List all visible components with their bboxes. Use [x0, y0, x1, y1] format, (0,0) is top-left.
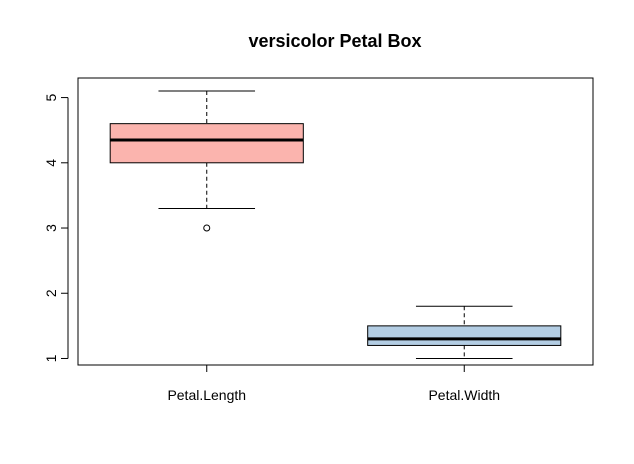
box-petal-length: [109, 90, 304, 232]
y-tick-label: 3: [43, 224, 59, 232]
y-tick-label: 2: [43, 289, 59, 297]
iqr-box: [109, 123, 304, 164]
x-tick-label: Petal.Length: [167, 387, 246, 403]
iqr-box: [367, 325, 562, 346]
y-tick-label: 4: [43, 159, 59, 167]
box-petal-width: [367, 305, 562, 359]
y-tick-label: 5: [43, 93, 59, 101]
x-axis: Petal.Length Petal.Width: [167, 365, 500, 403]
plot-frame: [77, 77, 594, 366]
chart-title: versicolor Petal Box: [248, 31, 421, 51]
outlier-point: [203, 224, 211, 232]
y-tick-label: 1: [43, 354, 59, 362]
x-tick-label: Petal.Width: [428, 387, 500, 403]
boxes-group: [109, 90, 562, 359]
y-axis: 1 2 3 4 5: [43, 93, 69, 362]
